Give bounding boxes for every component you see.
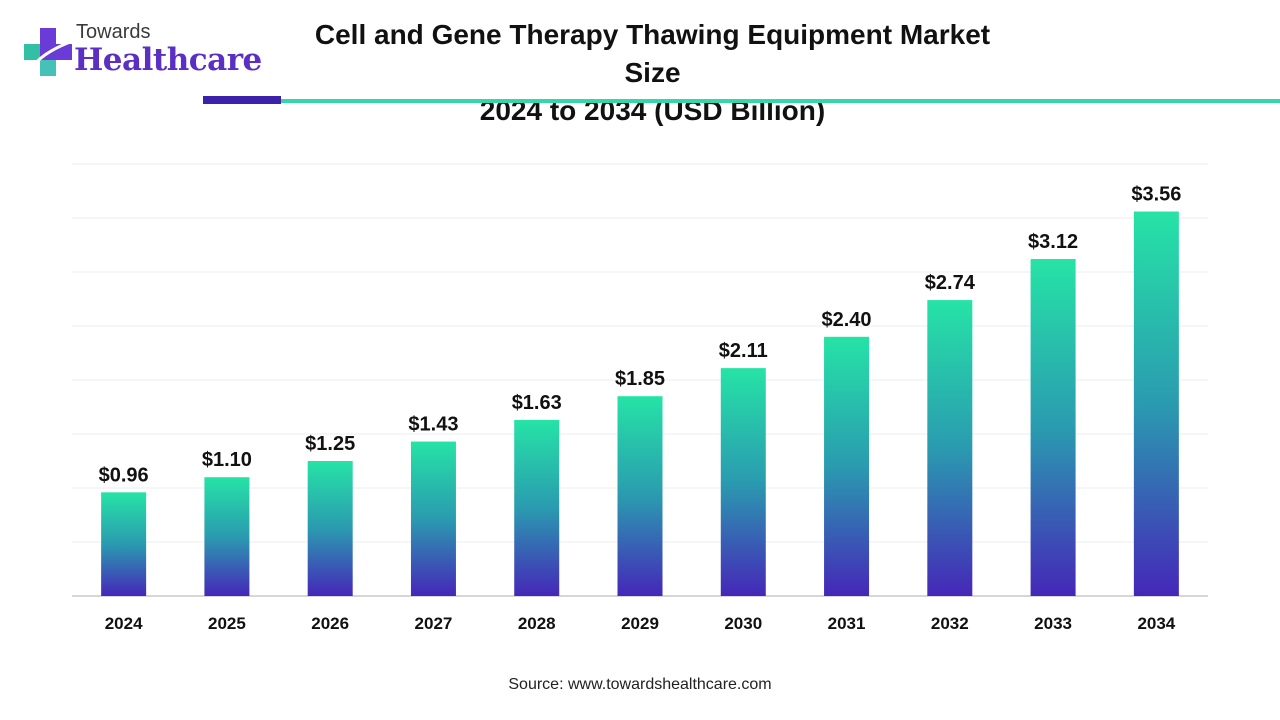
x-tick-2027: 2027	[415, 614, 453, 633]
value-label-2025: $1.10	[202, 449, 252, 471]
x-tick-2033: 2033	[1034, 614, 1072, 633]
value-label-2032: $2.74	[925, 272, 976, 294]
value-label-2024: $0.96	[99, 464, 149, 486]
bar-2030	[720, 368, 766, 596]
value-label-2034: $3.56	[1131, 184, 1181, 206]
bar-2025	[204, 477, 250, 596]
header-rule-accent	[203, 96, 281, 104]
bar-2028	[514, 419, 560, 596]
value-label-2031: $2.40	[822, 309, 872, 331]
source-note: Source: www.towardshealthcare.com	[508, 676, 772, 693]
x-tick-2029: 2029	[621, 614, 659, 633]
x-tick-labels: 2024 2025 2026 2027 2028 2029 2030 2031 2032 2033…	[105, 614, 1176, 633]
bars	[101, 211, 1179, 596]
bar-2034	[1133, 211, 1179, 596]
bar-2026	[307, 461, 353, 596]
x-tick-2024: 2024	[105, 614, 143, 633]
brand-logo: Towards Healthcare	[20, 18, 262, 88]
value-label-2027: $1.43	[408, 414, 458, 436]
bar-2024	[101, 492, 147, 596]
x-tick-2030: 2030	[724, 614, 762, 633]
logo-text-top: Towards	[76, 21, 151, 43]
x-tick-2026: 2026	[311, 614, 349, 633]
value-label-2033: $3.12	[1028, 231, 1078, 253]
x-tick-2034: 2034	[1137, 614, 1175, 633]
value-label-2030: $2.11	[719, 340, 768, 362]
bar-2029	[617, 396, 663, 596]
bar-2032	[927, 300, 973, 596]
x-tick-2028: 2028	[518, 614, 556, 633]
healthcare-cross-icon	[24, 28, 72, 76]
chart-title-line-1: Cell and Gene Therapy Thawing Equipment …	[314, 19, 991, 88]
bar-2027	[410, 441, 456, 596]
value-label-2028: $1.63	[512, 392, 562, 414]
x-tick-2025: 2025	[208, 614, 246, 633]
logo-text-bottom: Healthcare	[74, 42, 262, 78]
value-label-2026: $1.25	[305, 433, 355, 455]
value-labels: $0.96 $1.10 $1.25 $1.43 $1.63 $1.85 $2.11 $2.40…	[99, 184, 1182, 487]
header-rule	[281, 99, 1280, 103]
value-label-2029: $1.85	[615, 368, 665, 390]
bar-2033	[1030, 259, 1076, 596]
x-tick-2032: 2032	[931, 614, 969, 633]
x-tick-2031: 2031	[828, 614, 866, 633]
bar-2031	[824, 336, 870, 596]
